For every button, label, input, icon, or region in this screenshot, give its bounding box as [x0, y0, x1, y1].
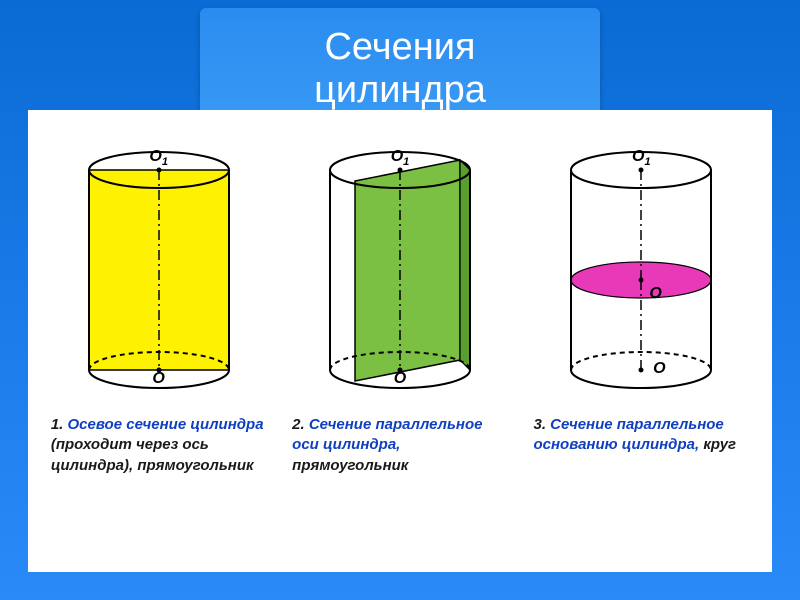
caption-3: 3. Сечение параллельное основанию цилинд…: [525, 415, 757, 456]
label-o1: O1: [149, 148, 168, 168]
caption-term: Сечение параллельное основанию цилиндра,: [533, 416, 723, 453]
caption-term: Осевое сечение цилиндра: [68, 416, 264, 433]
label-o1: O1: [632, 148, 651, 168]
cylinder-svg-2: [310, 140, 490, 400]
caption-2: 2. Сечение параллельное оси цилиндра, пр…: [284, 415, 516, 476]
page-title: Сечения цилиндра: [260, 26, 540, 112]
caption-num: 3.: [533, 416, 546, 433]
caption-1: 1. Осевое сечение цилиндра (проходит чер…: [43, 415, 275, 476]
diagram-parallel-base: O1 O O: [551, 140, 731, 400]
cylinder-svg-3: [551, 140, 731, 400]
content-area: O1 O 1. Осевое сечение цилиндра (проходи…: [28, 110, 772, 572]
label-o: O: [394, 370, 406, 388]
caption-rest: прямоугольник: [292, 457, 408, 474]
panel-axial: O1 O 1. Осевое сечение цилиндра (проходи…: [43, 140, 275, 476]
caption-num: 1.: [51, 416, 64, 433]
label-o1: O1: [391, 148, 410, 168]
caption-term: Сечение параллельное оси цилиндра,: [292, 416, 482, 453]
caption-num: 2.: [292, 416, 305, 433]
diagram-parallel-axis: O1 O: [310, 140, 490, 400]
label-o-mid: O: [649, 285, 661, 303]
panel-parallel-axis: O1 O 2. Сечение параллельное оси цилиндр…: [284, 140, 516, 476]
panel-parallel-base: O1 O O 3. Сечение параллельное основанию…: [525, 140, 757, 456]
caption-rest: круг: [703, 436, 736, 453]
caption-rest: (проходит через ось цилиндра), прямоугол…: [51, 436, 254, 473]
label-o-bottom: O: [653, 360, 665, 378]
diagram-axial: O1 O: [69, 140, 249, 400]
cylinder-svg-1: [69, 140, 249, 400]
label-o: O: [152, 370, 164, 388]
